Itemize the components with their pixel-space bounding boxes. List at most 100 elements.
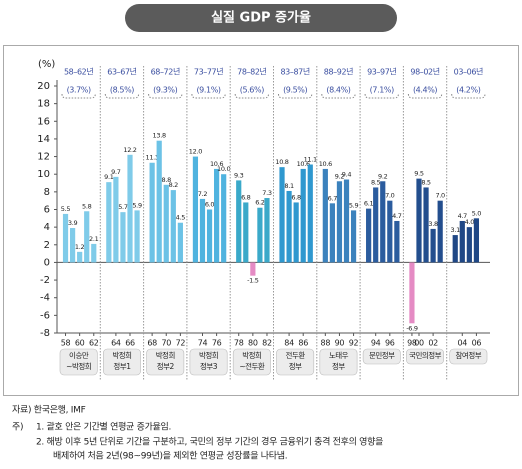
value-label: 10.0 [217, 165, 230, 173]
government-box [59, 348, 98, 376]
government-box [319, 348, 358, 376]
bar [199, 198, 206, 263]
value-label: 11.1 [304, 156, 317, 164]
y-tick-label: 6 [44, 205, 50, 216]
x-tick-label: 70 [161, 339, 171, 348]
value-label: 6.7 [328, 194, 338, 202]
bar [279, 167, 285, 263]
bar [437, 200, 443, 263]
value-label: 2.1 [89, 235, 99, 243]
period-bracket [104, 93, 140, 99]
value-label: 5.7 [118, 203, 128, 211]
bar [69, 228, 76, 263]
value-label: 6.8 [241, 193, 251, 201]
government-label: 정부 [332, 361, 345, 371]
x-tick-label: 82 [262, 339, 272, 348]
value-label: 9.1 [104, 173, 114, 181]
bar [214, 168, 220, 263]
bar [206, 209, 213, 263]
government-box [362, 348, 401, 365]
x-tick-label: 04 [457, 339, 467, 348]
bar [416, 178, 422, 263]
period-average: (8.5%) [110, 86, 134, 95]
government-label: 국민의정부 [409, 350, 442, 360]
government-label: 박정희 [156, 350, 175, 360]
value-label: 4.5 [176, 214, 186, 222]
x-tick-label: 66 [125, 339, 135, 348]
chart-frame [3, 45, 519, 396]
government-box [232, 348, 271, 376]
bar [177, 222, 183, 263]
bar [293, 202, 299, 263]
x-tick-label: 58 [61, 339, 71, 348]
government-label: 문민정부 [369, 350, 395, 360]
chart-title: 실질 GDP 증가율 [211, 10, 311, 26]
bar [236, 180, 242, 263]
title-pill [125, 4, 397, 32]
period-average: (9.5%) [283, 86, 307, 95]
period-average: (3.7%) [67, 86, 91, 95]
period-label: 73–77년 [194, 67, 223, 77]
period-label: 03–06년 [454, 67, 483, 77]
value-label: 1.2 [75, 243, 85, 251]
x-tick-label: 74 [198, 339, 208, 348]
bar [380, 181, 386, 263]
period-average: (4.2%) [456, 86, 480, 95]
government-label: ~박정희 [66, 361, 91, 371]
period-average: (9.3%) [153, 86, 177, 95]
note: 1. 괄호 안은 기간별 연평균 증가율임. [36, 421, 171, 433]
bar [163, 184, 169, 263]
x-tick-label: 62 [89, 339, 99, 348]
bar [91, 243, 97, 263]
value-label: 9.5 [414, 170, 424, 178]
period-bracket [364, 93, 399, 99]
bar [84, 211, 90, 263]
bar [423, 187, 429, 263]
period-label: 68–72년 [151, 67, 180, 77]
bar [336, 181, 343, 263]
government-label: ~전두환 [239, 361, 265, 371]
bar [394, 220, 400, 263]
period-label: 78–82년 [237, 67, 266, 77]
value-label: 4.7 [458, 212, 468, 220]
value-label: 12.2 [123, 146, 136, 154]
bar [343, 179, 350, 263]
period-label: 98–02년 [410, 67, 439, 77]
government-label: 박정희 [242, 350, 261, 360]
value-label: 6.1 [364, 200, 374, 208]
period-label: 58–62년 [64, 67, 93, 77]
value-label: 10.8 [275, 158, 288, 166]
government-label: 정부2 [157, 361, 175, 371]
period-bracket [148, 93, 183, 99]
value-label: 3.9 [68, 219, 78, 227]
y-tick-label: 18 [37, 99, 50, 110]
value-label: 8.2 [169, 181, 179, 189]
period-bracket [451, 93, 486, 99]
value-label: 10.6 [297, 160, 310, 168]
x-tick-label: 76 [212, 339, 222, 348]
government-label: 노태우 [329, 351, 349, 360]
bar [466, 227, 472, 263]
value-label: 6.0 [205, 201, 215, 209]
x-tick-label: 96 [385, 339, 395, 348]
y-axis-label: (%) [38, 59, 55, 70]
bar [113, 176, 119, 263]
value-label: 7.0 [435, 192, 445, 200]
bar [350, 210, 357, 263]
bar [192, 156, 199, 263]
bar [221, 174, 227, 263]
period-average: (8.4%) [326, 86, 350, 95]
x-tick-label: 78 [234, 339, 244, 348]
value-label: 9.3 [234, 171, 244, 179]
bar [243, 202, 249, 263]
y-tick-label: 20 [37, 81, 50, 92]
government-box [276, 348, 315, 376]
value-label: 13.8 [153, 132, 166, 140]
x-tick-label: 72 [176, 339, 186, 348]
government-label: 정부 [289, 361, 302, 371]
value-label: 6.8 [291, 193, 301, 201]
period-average: (9.1%) [196, 86, 220, 95]
bar [322, 168, 328, 263]
value-label: 8.5 [421, 178, 431, 186]
